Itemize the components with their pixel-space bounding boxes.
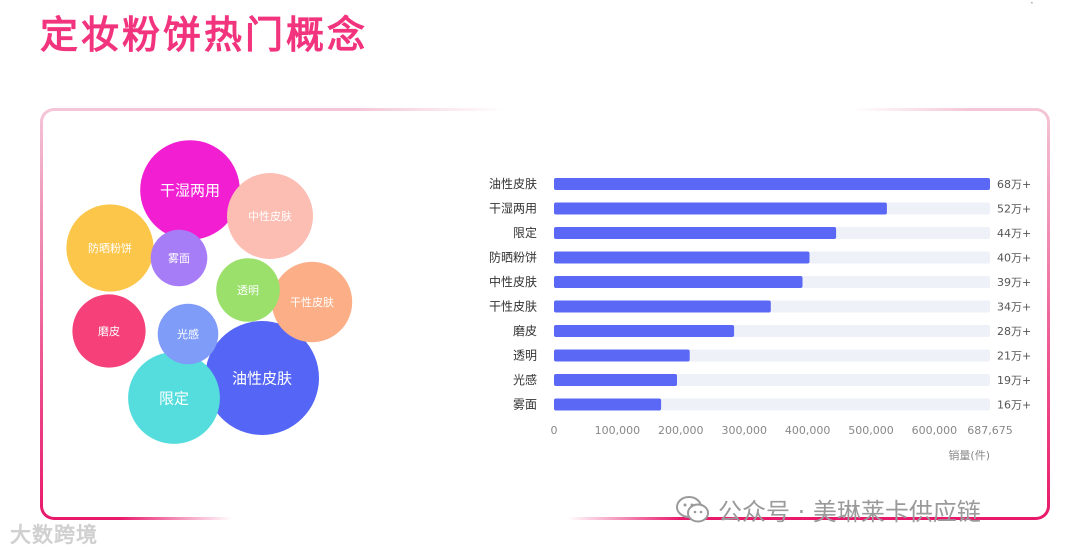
bar-row-7: 磨皮 28万+	[513, 324, 1031, 338]
x-tick-label: 687,675	[967, 424, 1013, 437]
x-tick-label: 600,000	[912, 424, 958, 437]
watermark-left-text: 大数跨境	[10, 523, 98, 547]
bubble-circle	[157, 303, 219, 365]
bar-row-10: 雾面 16万+	[513, 398, 1031, 412]
bar-value-label: 39万+	[997, 276, 1031, 289]
bar-value-label: 34万+	[997, 301, 1031, 314]
bar-value-label: 21万+	[997, 350, 1031, 363]
bubble-label: 油性皮肤	[232, 369, 292, 387]
x-tick-label: 100,000	[595, 424, 641, 437]
page-title: 定妆粉饼热门概念	[40, 13, 369, 57]
bar-category-label: 干性皮肤	[489, 299, 537, 314]
bubble-1: 油性皮肤	[205, 321, 319, 435]
bar-category-label: 中性皮肤	[489, 274, 537, 289]
bar	[554, 276, 803, 288]
bar	[554, 227, 837, 239]
watermark-right-text: 公众号 · 美琳莱卡供应链	[718, 498, 981, 526]
bar-value-label: 40万+	[997, 252, 1031, 265]
bar-category-label: 干湿两用	[489, 201, 537, 216]
bar-category-label: 透明	[513, 349, 537, 363]
bar-value-label: 68万+	[997, 178, 1031, 191]
bar-value-label: 44万+	[997, 227, 1031, 240]
bubble-label: 干湿两用	[160, 181, 220, 199]
bubble-2: 干湿两用	[140, 140, 240, 240]
bar	[554, 202, 887, 215]
bar-row-2: 干湿两用 52万+	[489, 201, 1031, 216]
bubble-label: 磨皮	[98, 325, 120, 338]
x-tick-label: 200,000	[658, 424, 704, 437]
bubble-9: 光感	[157, 303, 219, 365]
bar-row-6: 干性皮肤 34万+	[489, 299, 1031, 314]
bubble-label: 防晒粉饼	[88, 241, 132, 255]
bar-track	[554, 398, 990, 411]
bubble-4: 防晒粉饼	[66, 204, 154, 292]
watermark-left: 大数跨境	[10, 519, 98, 549]
bubble-5: 中性皮肤	[227, 173, 313, 259]
bubble-3: 限定	[128, 352, 220, 444]
bar-value-label: 19万+	[997, 374, 1031, 387]
bar-row-4: 防晒粉饼 40万+	[489, 250, 1031, 265]
bubble-7: 磨皮	[72, 294, 146, 368]
bar	[554, 178, 990, 190]
bubble-circle	[72, 294, 146, 368]
bubble-label: 光感	[177, 327, 199, 341]
bar-value-label: 28万+	[997, 325, 1031, 338]
bar-category-label: 雾面	[513, 398, 537, 412]
bar-row-8: 透明 21万+	[513, 349, 1031, 363]
bar	[554, 300, 771, 313]
bubble-circle	[150, 229, 208, 287]
x-tick-label: 400,000	[785, 424, 831, 437]
panel-bottom-fade	[120, 512, 680, 524]
bar	[554, 398, 662, 411]
corner-mark: ·	[1030, 0, 1034, 10]
wechat-icon	[676, 495, 709, 522]
x-axis-ticks: 0 100,000 200,000 300,000 400,000 500,000 600,…	[551, 424, 1013, 437]
bar-category-label: 磨皮	[513, 324, 537, 338]
bubble-label: 干性皮肤	[290, 295, 334, 309]
bar-row-9: 光感 19万+	[513, 372, 1031, 387]
bubble-circle	[205, 321, 319, 435]
bar-category-label: 防晒粉饼	[489, 250, 537, 265]
watermark-right: 公众号 · 美琳莱卡供应链	[676, 492, 981, 527]
bar-row-3: 限定 44万+	[513, 225, 1031, 240]
bubble-label: 限定	[159, 389, 189, 407]
bubble-circle	[227, 173, 313, 259]
x-tick-label: 300,000	[721, 424, 767, 437]
bar-category-label: 油性皮肤	[489, 176, 537, 191]
bubble-label: 雾面	[168, 252, 190, 265]
bubble-10: 雾面	[150, 229, 208, 287]
bar-row-5: 中性皮肤 39万+	[489, 274, 1031, 289]
bubble-circle	[140, 140, 240, 240]
x-axis-title: 销量(件)	[948, 448, 990, 462]
bubble-8: 透明	[216, 258, 280, 322]
bubble-6: 干性皮肤	[271, 261, 353, 343]
bar-value-label: 16万+	[997, 399, 1031, 412]
bar	[554, 325, 735, 337]
bar-row-1: 油性皮肤 68万+	[489, 176, 1031, 191]
bubble-circle	[66, 204, 154, 292]
bubble-label: 透明	[237, 284, 259, 297]
bar-value-label: 52万+	[997, 203, 1031, 216]
bar	[554, 374, 677, 386]
bubble-circle	[271, 261, 353, 343]
bar	[554, 251, 810, 264]
x-tick-label: 0	[551, 424, 558, 437]
x-tick-label: 500,000	[848, 424, 894, 437]
bubble-circle	[216, 258, 280, 322]
bar-category-label: 光感	[513, 372, 537, 387]
bar-category-label: 限定	[513, 225, 537, 240]
bar	[554, 349, 690, 362]
bubble-label: 中性皮肤	[248, 209, 292, 223]
panel-top-fade	[60, 104, 1050, 114]
bubble-circle	[128, 352, 220, 444]
